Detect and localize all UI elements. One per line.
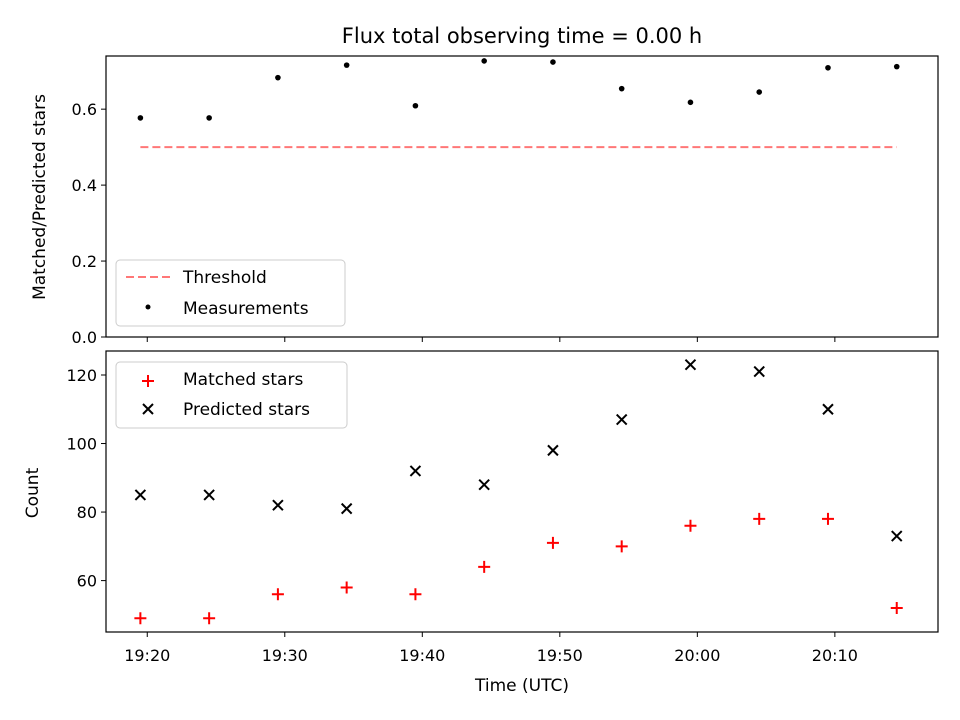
measurements-point — [550, 59, 556, 65]
predicted-stars-point — [753, 365, 765, 378]
bottom-y-tick-label: 80 — [77, 503, 97, 522]
bottom-legend: Matched stars Predicted stars — [115, 361, 348, 429]
legend-measurements-label: Measurements — [183, 299, 309, 319]
matched-stars-point — [615, 540, 628, 553]
measurements-point — [618, 85, 625, 92]
measurements-point — [687, 99, 694, 106]
legend-matched-label: Matched stars — [183, 370, 303, 390]
measurements-point — [893, 63, 900, 70]
measurements-point — [275, 74, 281, 81]
x-tick-label: 19:30 — [262, 646, 308, 665]
axes-frames — [105, 55, 939, 633]
top-y-tick-label: 0.2 — [72, 252, 97, 271]
measurements-point — [206, 115, 212, 121]
legend-threshold-label: Threshold — [182, 268, 267, 288]
top-y-axis-label: Matched/Predicted stars — [30, 94, 50, 300]
matched-stars-point — [203, 612, 216, 625]
predicted-stars-point — [478, 478, 490, 491]
chart-text: Flux total observing time = 0.00 h Match… — [23, 24, 702, 696]
chart-title: Flux total observing time = 0.00 h — [342, 24, 702, 48]
matched-stars-point — [890, 602, 903, 615]
x-tick-label: 20:10 — [812, 646, 858, 665]
measurements-point — [756, 89, 763, 95]
matched-stars-point — [684, 519, 697, 532]
legends: Threshold Measurements Matched stars Pre… — [115, 259, 348, 429]
predicted-stars-point — [272, 499, 284, 511]
axis-ticks: 0.0 0.2 0.4 0.6 60 80 100 120 19:20 19:30 19:40 19:… — [66, 100, 857, 665]
matched-stars-point — [821, 512, 834, 525]
matched-stars-point — [134, 612, 147, 625]
matched-stars-point — [409, 588, 422, 601]
predicted-stars-point — [340, 502, 353, 515]
x-tick-label: 19:20 — [124, 646, 170, 665]
x-axis-label: Time (UTC) — [474, 676, 569, 696]
measurements-point — [343, 62, 350, 68]
predicted-stars-point — [822, 403, 834, 415]
top-legend: Threshold Measurements — [115, 259, 346, 327]
predicted-stars-point — [203, 489, 215, 501]
predicted-stars-point — [547, 444, 559, 457]
bottom-y-tick-label: 60 — [77, 572, 97, 591]
x-tick-label: 19:50 — [537, 646, 583, 665]
legend-predicted-swatch — [142, 403, 154, 415]
measurements-point — [412, 102, 419, 109]
predicted-stars-point — [134, 489, 147, 501]
predicted-stars-point — [615, 413, 628, 426]
bottom-legend-box — [115, 361, 348, 429]
bottom-y-tick-label: 100 — [66, 435, 97, 454]
x-tick-label: 19:40 — [399, 646, 445, 665]
top-axes-frame — [105, 55, 939, 338]
matched-stars-point — [478, 560, 491, 573]
matched-stars-point — [271, 588, 284, 601]
predicted-stars-point — [684, 358, 697, 371]
predicted-stars-point — [891, 530, 903, 542]
plot-marks — [134, 58, 903, 625]
measurements-point — [825, 64, 831, 71]
legend-matched-swatch — [142, 375, 154, 387]
x-tick-label: 20:00 — [674, 646, 720, 665]
matched-stars-point — [546, 536, 559, 549]
bottom-y-axis-label: Count — [23, 467, 43, 518]
top-y-tick-label: 0.6 — [72, 100, 97, 119]
legend-predicted-label: Predicted stars — [183, 400, 310, 420]
top-y-tick-label: 0.4 — [72, 176, 97, 195]
matched-stars-point — [340, 581, 353, 594]
bottom-y-tick-label: 120 — [66, 366, 97, 385]
top-legend-box — [115, 259, 346, 327]
matched-stars-point — [753, 512, 766, 525]
bottom-axes-frame — [105, 350, 939, 633]
measurements-point — [481, 58, 487, 64]
top-y-tick-label: 0.0 — [72, 328, 97, 347]
legend-measurements-swatch — [145, 304, 151, 310]
measurements-point — [137, 115, 144, 121]
predicted-stars-point — [409, 465, 422, 477]
